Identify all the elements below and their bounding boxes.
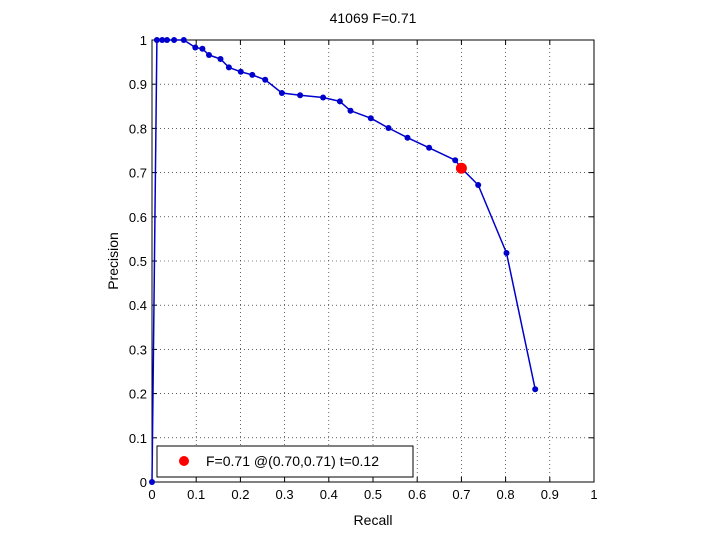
- highlight-layer: [455, 162, 467, 174]
- pr-curve-point: [225, 64, 232, 71]
- y-tick-label: 0.5: [129, 254, 147, 269]
- y-tick-label: 0.4: [129, 298, 147, 313]
- legend-label: F=0.71 @(0.70,0.71) t=0.12: [206, 453, 379, 469]
- x-tick-label: 0: [148, 487, 155, 502]
- pr-curve-point: [278, 90, 285, 96]
- pr-curve-point: [297, 92, 304, 99]
- legend: F=0.71 @(0.70,0.71) t=0.12: [156, 445, 414, 478]
- x-tick-label: 0.4: [320, 487, 338, 502]
- best-f-point: [455, 162, 467, 174]
- y-tick-label: 0.2: [129, 387, 147, 402]
- chart-title: 41069 F=0.71: [330, 10, 417, 26]
- pr-curve-point: [452, 157, 459, 164]
- x-tick-label: 0.7: [452, 487, 470, 502]
- y-tick-label: 0: [140, 475, 147, 490]
- pr-curve-point: [385, 125, 392, 131]
- legend-marker: [179, 456, 189, 466]
- pr-curve-point: [347, 107, 354, 114]
- x-tick-label: 0.1: [187, 487, 205, 502]
- pr-curve-point: [199, 45, 206, 52]
- pr-curve-point: [192, 44, 199, 51]
- y-tick-label: 0.3: [129, 342, 147, 357]
- x-axis-title: Recall: [354, 512, 393, 528]
- x-tick-label: 0.6: [408, 487, 426, 502]
- y-tick-label: 0.6: [129, 210, 147, 225]
- x-tick-label: 0.3: [276, 487, 294, 502]
- x-tick-label: 1: [590, 487, 597, 502]
- x-tick-label: 0.2: [231, 487, 249, 502]
- y-tick-label: 0.7: [129, 166, 147, 181]
- pr-curve-point: [426, 144, 433, 151]
- x-tick-label: 0.5: [364, 487, 382, 502]
- pr-curve-point: [149, 479, 155, 485]
- pr-curve-point: [217, 56, 224, 62]
- pr-curve-point: [404, 134, 411, 141]
- y-tick-label: 1: [140, 33, 147, 48]
- pr-curve-point: [367, 115, 374, 122]
- pr-curve-point: [237, 68, 244, 75]
- pr-curve-point: [249, 71, 256, 78]
- pr-curve-point: [180, 37, 187, 43]
- pr-curve-point: [262, 76, 269, 83]
- pr-curve-point: [159, 37, 166, 43]
- y-axis-title: Precision: [105, 232, 121, 290]
- y-tick-label: 0.1: [129, 431, 147, 446]
- pr-curve-point: [153, 37, 160, 43]
- pr-curve-point: [336, 98, 343, 105]
- x-tick-label: 0.8: [497, 487, 515, 502]
- pr-curve-point: [532, 386, 539, 393]
- series-layer: [149, 37, 539, 485]
- grid-lines: [152, 40, 594, 482]
- pr-curve-point: [320, 94, 327, 101]
- pr-curve-point: [164, 37, 170, 43]
- pr-curve-line: [151, 39, 536, 483]
- y-tick-label: 0.9: [129, 77, 147, 92]
- pr-curve-point: [206, 52, 212, 58]
- y-tick-label: 0.8: [129, 121, 147, 136]
- legend-box: [156, 445, 414, 478]
- pr-curve-point: [475, 182, 482, 188]
- pr-curve-point: [171, 37, 178, 43]
- pr-curve-point: [503, 250, 510, 256]
- x-tick-label: 0.9: [541, 487, 559, 502]
- axis-ticks: 0 0.1 0.2 0.3 0.4 0.5 0.6 0.7 0.8 0.9 1 0 0.1 0.2 0.3 0…: [129, 33, 598, 502]
